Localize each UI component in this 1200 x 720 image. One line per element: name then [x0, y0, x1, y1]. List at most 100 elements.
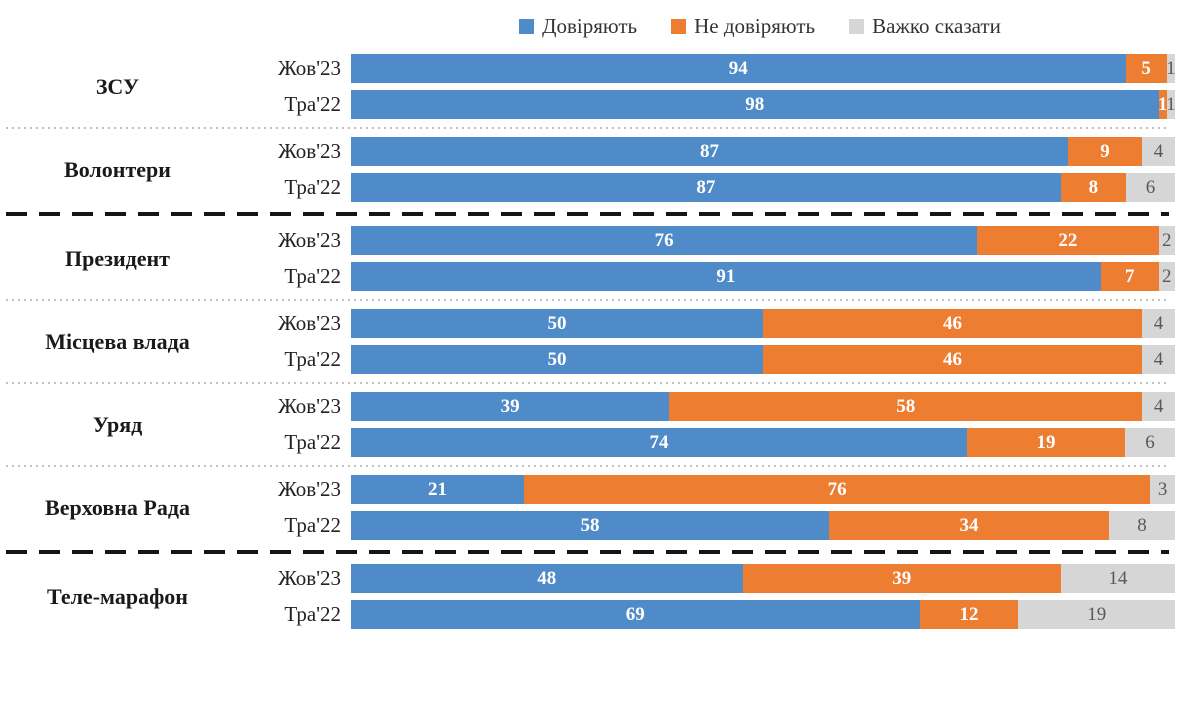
- stacked-bar: 76 22 2: [351, 226, 1175, 255]
- bar-segment-hard-to-say: 6: [1125, 428, 1175, 457]
- bar-segment-trust: 94: [351, 54, 1126, 83]
- bar-segment-distrust: 8: [1060, 173, 1127, 202]
- group-label-cell: Уряд: [0, 385, 235, 464]
- stacked-bar: 94 5 1: [351, 54, 1176, 83]
- chart-group: Верховна Рада Жов'23 21 76 3 Тра'22 58 34 8: [0, 468, 1175, 547]
- chart-group: ЗСУ Жов'23 94 5 1 Тра'22 98 1 1: [0, 47, 1176, 126]
- bar-row: Тра'22 74 19 6: [235, 428, 1175, 457]
- bar-segment-distrust: 46: [763, 309, 1143, 338]
- bar-row: Жов'23 39 58 4: [235, 392, 1175, 421]
- bar-segment-trust: 21: [351, 475, 525, 504]
- legend-label-distrust: Не довіряють: [694, 14, 816, 38]
- period-label: Жов'23: [278, 311, 341, 335]
- bar-row: Тра'22 91 7 2: [235, 262, 1176, 291]
- period-label: Тра'22: [284, 430, 341, 454]
- bar-row: Жов'23 21 76 3: [235, 475, 1175, 504]
- group-rows: Жов'23 94 5 1 Тра'22 98 1 1: [235, 47, 1176, 126]
- bar-segment-distrust: 7: [1100, 262, 1159, 291]
- legend-label-hard-to-say: Важко сказати: [872, 14, 1001, 38]
- bar-segment-hard-to-say: 1: [1166, 54, 1176, 83]
- bar-segment-distrust: 19: [966, 428, 1126, 457]
- bar-segment-hard-to-say: 8: [1109, 511, 1175, 540]
- period-label: Тра'22: [284, 347, 341, 371]
- group-rows: Жов'23 39 58 4 Тра'22 74 19 6: [235, 385, 1175, 464]
- group-label: ЗСУ: [95, 73, 140, 99]
- bar-segment-distrust: 22: [977, 226, 1159, 255]
- period-label: Жов'23: [278, 56, 341, 80]
- bar-segment-hard-to-say: 6: [1126, 173, 1175, 202]
- legend-swatch-hard-to-say-icon: [849, 19, 865, 34]
- bar-segment-trust: 87: [351, 137, 1068, 166]
- group-label-cell: Президент: [0, 219, 235, 298]
- period-label: Жов'23: [278, 477, 341, 501]
- group-label: Волонтери: [64, 156, 171, 182]
- stacked-bar: 87 9 4: [351, 137, 1175, 166]
- bar-segment-hard-to-say: 1: [1166, 90, 1176, 119]
- group-label-cell: Верховна Рада: [0, 468, 235, 547]
- bar-row: Тра'22 69 12 19: [235, 600, 1175, 629]
- group-separator-dotted: [6, 465, 1169, 467]
- bar-segment-trust: 98: [351, 90, 1159, 119]
- bar-segment-distrust: 39: [742, 564, 1061, 593]
- bar-segment-hard-to-say: 14: [1060, 564, 1175, 593]
- group-label-cell: ЗСУ: [0, 47, 235, 126]
- bar-segment-trust: 69: [351, 600, 920, 629]
- group-label-cell: Волонтери: [0, 130, 235, 209]
- period-label: Тра'22: [284, 602, 341, 626]
- stacked-bar: 50 46 4: [351, 345, 1175, 374]
- legend-item-distrust: Не довіряють: [671, 14, 815, 39]
- chart-legend: Довіряють Не довіряють Важко сказати: [350, 14, 1170, 39]
- bar-segment-trust: 74: [351, 428, 967, 457]
- bar-segment-distrust: 46: [763, 345, 1143, 374]
- stacked-bar: 69 12 19: [351, 600, 1175, 629]
- stacked-bar: 39 58 4: [351, 392, 1175, 421]
- chart-group: Президент Жов'23 76 22 2 Тра'22 91 7 2: [0, 219, 1176, 298]
- legend-swatch-trust-icon: [519, 19, 535, 34]
- period-label: Жов'23: [278, 228, 341, 252]
- bar-row: Тра'22 50 46 4: [235, 345, 1175, 374]
- chart-group: Місцева влада Жов'23 50 46 4 Тра'22 50 46 4: [0, 302, 1175, 381]
- group-label: Теле-марафон: [46, 583, 188, 609]
- stacked-bar: 50 46 4: [351, 309, 1175, 338]
- group-label-cell: Місцева влада: [0, 302, 235, 381]
- chart-group: Волонтери Жов'23 87 9 4 Тра'22 87 8 6: [0, 130, 1175, 209]
- period-label: Жов'23: [278, 139, 341, 163]
- bar-row: Жов'23 50 46 4: [235, 309, 1175, 338]
- chart-group: Уряд Жов'23 39 58 4 Тра'22 74 19 6: [0, 385, 1175, 464]
- bar-segment-hard-to-say: 3: [1150, 475, 1175, 504]
- group-separator-dashed-bold: [6, 212, 1169, 216]
- period-label: Тра'22: [284, 175, 341, 199]
- group-rows: Жов'23 76 22 2 Тра'22 91 7 2: [235, 219, 1176, 298]
- stacked-bar: 21 76 3: [351, 475, 1175, 504]
- stacked-bar: 58 34 8: [351, 511, 1175, 540]
- bar-segment-hard-to-say: 2: [1158, 262, 1176, 291]
- legend-swatch-distrust-icon: [671, 19, 687, 34]
- group-label: Місцева влада: [45, 328, 190, 354]
- bar-segment-trust: 50: [351, 345, 763, 374]
- group-label-cell: Теле-марафон: [0, 557, 235, 636]
- group-separator-dotted: [6, 299, 1169, 301]
- group-rows: Жов'23 48 39 14 Тра'22 69 12 19: [235, 557, 1175, 636]
- bar-row: Тра'22 58 34 8: [235, 511, 1175, 540]
- bar-row: Жов'23 94 5 1: [235, 54, 1176, 83]
- bar-segment-trust: 87: [351, 173, 1061, 202]
- bar-segment-hard-to-say: 2: [1158, 226, 1175, 255]
- period-label: Тра'22: [284, 264, 341, 288]
- bar-row: Жов'23 76 22 2: [235, 226, 1175, 255]
- bar-segment-trust: 39: [351, 392, 670, 421]
- stacked-bar: 87 8 6: [351, 173, 1175, 202]
- bar-segment-hard-to-say: 4: [1142, 345, 1175, 374]
- period-label: Тра'22: [284, 513, 341, 537]
- group-rows: Жов'23 21 76 3 Тра'22 58 34 8: [235, 468, 1175, 547]
- group-separator-dotted: [6, 382, 1169, 384]
- trust-chart: Довіряють Не довіряють Важко сказати ЗСУ…: [0, 14, 1200, 636]
- bar-segment-trust: 91: [351, 262, 1101, 291]
- legend-label-trust: Довіряють: [542, 14, 638, 38]
- period-label: Жов'23: [278, 394, 341, 418]
- bar-segment-trust: 76: [351, 226, 978, 255]
- chart-body: ЗСУ Жов'23 94 5 1 Тра'22 98 1 1 Волонтери Жов'23 87…: [0, 43, 1200, 636]
- group-separator-dashed-bold: [6, 550, 1169, 554]
- bar-row: Жов'23 87 9 4: [235, 137, 1175, 166]
- stacked-bar: 98 1 1: [351, 90, 1176, 119]
- bar-segment-distrust: 9: [1067, 137, 1143, 166]
